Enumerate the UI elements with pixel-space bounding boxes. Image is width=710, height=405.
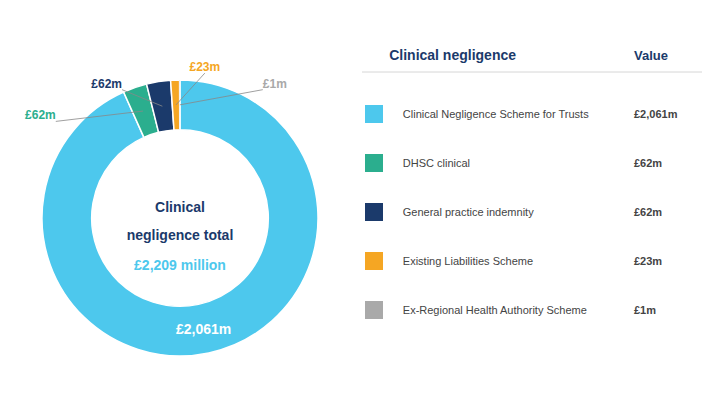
legend-value: £62m <box>634 157 662 169</box>
legend-label: Existing Liabilities Scheme <box>403 255 533 267</box>
donut-slice <box>147 80 174 132</box>
legend: Clinical negligence Value Clinical Neglige… <box>362 47 702 320</box>
center-text: £2,209 million <box>134 257 226 273</box>
donut <box>42 80 318 356</box>
legend-label: Clinical Negligence Scheme for Trusts <box>403 108 589 120</box>
leader-line <box>56 111 143 121</box>
legend-label: Ex-Regional Health Authority Scheme <box>403 304 587 316</box>
donut-slice <box>171 80 180 130</box>
data-label: £23m <box>189 60 220 74</box>
legend-value: £2,061m <box>634 108 678 120</box>
legend-swatch <box>365 301 383 319</box>
data-label: £1m <box>263 77 287 91</box>
legend-label: General practice indemnity <box>403 206 534 218</box>
separator <box>362 72 702 73</box>
legend-swatch <box>365 154 383 172</box>
legend-swatch <box>365 252 383 270</box>
data-label: £62m <box>91 77 122 91</box>
data-label: £62m <box>25 108 56 122</box>
donut-slice <box>42 80 318 356</box>
leader-line <box>122 90 162 107</box>
legend-value: £1m <box>634 304 656 316</box>
center-text: Clinical <box>155 199 205 215</box>
legend-swatch <box>365 203 383 221</box>
leader-line <box>180 90 263 105</box>
data-label: £2,061m <box>176 321 231 337</box>
legend-header: Value <box>634 48 668 63</box>
legend-swatch <box>365 105 383 123</box>
center-text: negligence total <box>127 227 234 243</box>
legend-value: £23m <box>634 255 662 267</box>
chart: Clinical negligence total £2,209 million £2… <box>0 0 710 405</box>
legend-value: £62m <box>634 206 662 218</box>
legend-label: DHSC clinical <box>403 157 470 169</box>
legend-title: Clinical negligence <box>389 47 516 63</box>
leader-line <box>176 73 205 105</box>
